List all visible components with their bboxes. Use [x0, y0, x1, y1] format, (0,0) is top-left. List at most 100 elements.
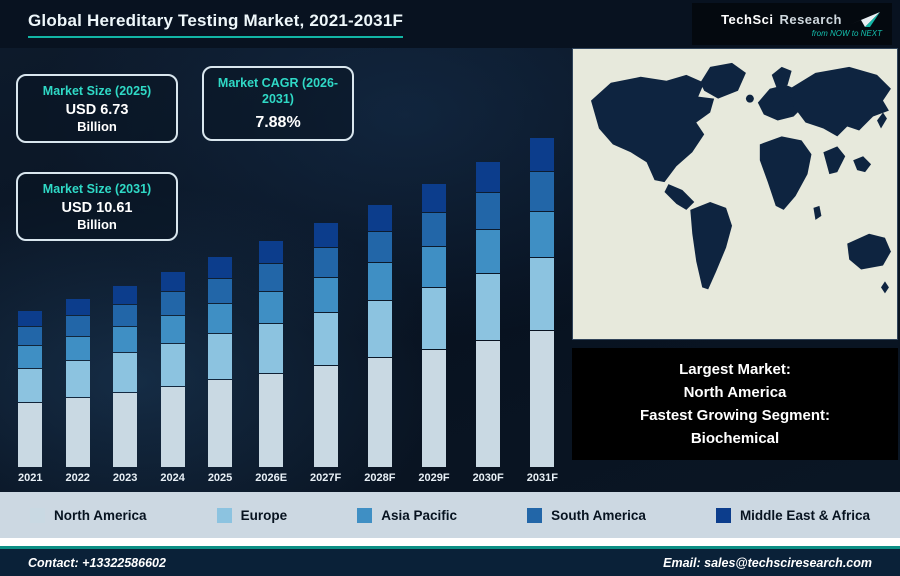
segment-europe	[259, 323, 284, 373]
bar-2029f	[421, 184, 446, 467]
segment-south-america	[259, 263, 284, 291]
header: Global Hereditary Testing Market, 2021-2…	[0, 0, 900, 48]
segment-middle-east-africa	[476, 162, 501, 193]
bar-column-2028f: 2028F	[364, 204, 395, 486]
bar-chart: 2021 2022 2023 2024 2025 2026E 2027F 2028F 2029F…	[12, 66, 564, 486]
segment-north-america	[18, 403, 43, 467]
segment-middle-east-africa	[313, 223, 338, 248]
bar-2022	[65, 298, 90, 467]
bar-column-2021: 2021	[18, 310, 43, 486]
segment-europe	[313, 312, 338, 366]
segment-middle-east-africa	[65, 298, 90, 316]
x-axis-label-2027f: 2027F	[310, 472, 342, 484]
highlight-line: Fastest Growing Segment:	[639, 407, 831, 424]
segment-north-america	[476, 340, 501, 467]
bar-column-2022: 2022	[65, 298, 90, 486]
segment-middle-east-africa	[208, 257, 233, 278]
legend-swatch-middle-east-africa	[715, 507, 731, 523]
segment-europe	[530, 258, 555, 330]
legend-label-south-america: South America	[551, 507, 646, 523]
segment-north-america	[65, 398, 90, 467]
segment-asia-pacific	[367, 263, 392, 300]
legend: North America Europe Asia Pacific South Ame…	[0, 492, 900, 538]
x-axis-label-2021: 2021	[18, 472, 43, 484]
stat-unit: Billion	[77, 119, 117, 135]
segment-europe	[208, 334, 233, 380]
bar-column-2030f: 2030F	[473, 162, 504, 486]
segment-middle-east-africa	[113, 286, 138, 304]
logo-tagline: from NOW to NEXT	[811, 29, 882, 38]
bar-2024	[160, 272, 185, 467]
footer-email: Email: sales@techsciresearch.com	[663, 555, 872, 570]
legend-item-europe: Europe	[216, 507, 288, 523]
legend-item-asia-pacific: Asia Pacific	[357, 507, 457, 523]
segment-north-america	[160, 386, 185, 467]
bar-2030f	[476, 162, 501, 467]
x-axis-label-2031f: 2031F	[526, 472, 558, 484]
stat-value: 7.88%	[255, 113, 301, 131]
segment-europe	[65, 361, 90, 398]
segment-asia-pacific	[65, 337, 90, 361]
segment-north-america	[113, 392, 138, 467]
bar-2031f	[530, 138, 555, 467]
bar-2026e	[259, 240, 284, 467]
stat-label: Market CAGR (2026-2031)	[217, 76, 339, 107]
segment-asia-pacific	[421, 247, 446, 287]
bar-column-2027f: 2027F	[310, 223, 341, 486]
legend-item-north-america: North America	[30, 507, 147, 523]
segment-middle-east-africa	[421, 184, 446, 213]
bar-2023	[113, 286, 138, 467]
world-map	[572, 48, 898, 340]
stat-label: Market Size (2025)	[42, 84, 152, 98]
world-map-graphic	[573, 49, 897, 339]
right-panel: Largest Market: North America Fastest Gr…	[570, 48, 900, 492]
segment-asia-pacific	[113, 326, 138, 352]
legend-label-north-america: North America	[54, 507, 147, 523]
segment-middle-east-africa	[259, 240, 284, 263]
segment-asia-pacific	[208, 304, 233, 334]
segment-south-america	[367, 231, 392, 263]
legend-swatch-asia-pacific	[357, 507, 373, 523]
segment-south-america	[113, 304, 138, 326]
segment-asia-pacific	[530, 211, 555, 258]
legend-swatch-north-america	[30, 507, 45, 523]
highlight-line: North America	[683, 383, 787, 401]
stat-value: USD 10.61	[61, 200, 133, 217]
bar-2028f	[367, 204, 392, 467]
x-axis-label-2030f: 2030F	[472, 472, 504, 484]
segment-europe	[18, 368, 43, 402]
segment-asia-pacific	[18, 346, 43, 368]
segment-north-america	[421, 349, 446, 467]
x-axis-label-2026e: 2026E	[255, 472, 288, 484]
segment-south-america	[208, 278, 233, 304]
stat-value: USD 6.73	[65, 102, 129, 119]
segment-south-america	[476, 193, 501, 230]
segment-europe	[476, 273, 501, 340]
footer: Contact: +13322586602 Email: sales@techs…	[0, 546, 900, 576]
bar-column-2025: 2025	[208, 257, 232, 486]
segment-north-america	[530, 330, 555, 467]
legend-item-south-america: South America	[527, 507, 646, 523]
segment-asia-pacific	[313, 278, 338, 312]
stat-box-market-size-2025: Market Size (2025) USD 6.73 Billion	[16, 74, 178, 144]
segment-asia-pacific	[160, 316, 185, 343]
segment-europe	[160, 343, 185, 386]
bar-column-2029f: 2029F	[418, 184, 450, 486]
logo-brand-text: TechSci	[721, 11, 774, 27]
segment-south-america	[313, 248, 338, 278]
logo-brand-text-2: Research	[779, 11, 842, 27]
x-axis-label-2029f: 2029F	[418, 472, 450, 484]
segment-middle-east-africa	[160, 272, 185, 292]
x-axis-label-2025: 2025	[207, 472, 233, 484]
bar-column-2026e: 2026E	[255, 240, 288, 486]
divider	[0, 538, 900, 546]
bar-2025	[208, 257, 233, 467]
bar-2021	[18, 310, 43, 467]
segment-south-america	[160, 292, 185, 316]
segment-north-america	[313, 366, 338, 467]
stat-box-market-cagr: Market CAGR (2026-2031) 7.88%	[202, 66, 354, 141]
legend-label-europe: Europe	[240, 507, 288, 523]
bar-column-2024: 2024	[160, 272, 185, 486]
x-axis-label-2023: 2023	[112, 472, 138, 484]
